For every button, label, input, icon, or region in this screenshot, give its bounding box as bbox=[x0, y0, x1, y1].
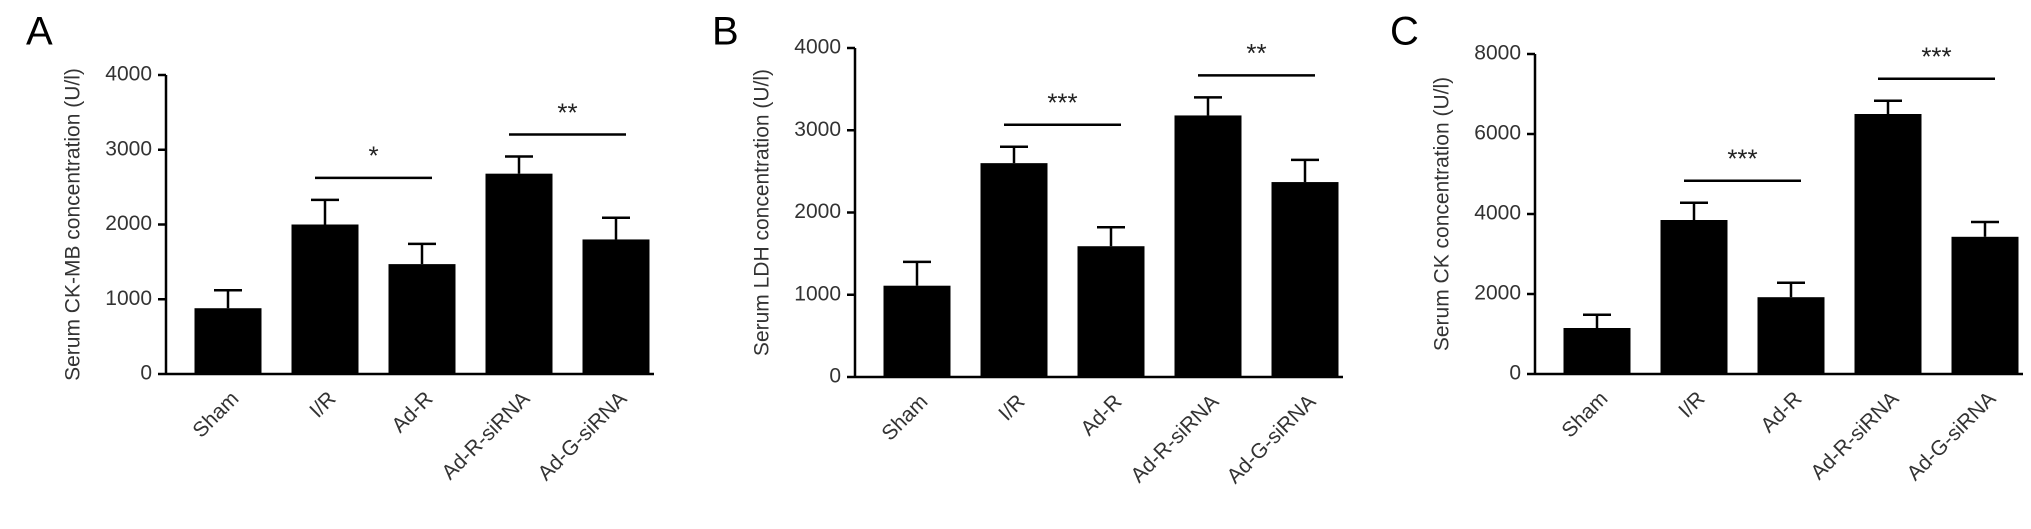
bar bbox=[291, 224, 359, 374]
y-tick-label: 2000 bbox=[1474, 282, 1521, 305]
x-tick-label: I/R bbox=[994, 390, 1029, 425]
y-tick-label: 0 bbox=[829, 365, 841, 388]
y-tick-label: 0 bbox=[140, 362, 152, 385]
bar bbox=[883, 285, 951, 377]
y-tick-label: 2000 bbox=[794, 200, 841, 223]
bar bbox=[388, 264, 456, 374]
y-tick-label: 1000 bbox=[105, 287, 152, 310]
significance-label: *** bbox=[1921, 42, 1951, 72]
bar bbox=[1660, 220, 1728, 374]
y-tick-label: 4000 bbox=[105, 63, 152, 86]
bar bbox=[1174, 115, 1242, 377]
y-tick-label: 1000 bbox=[794, 282, 841, 305]
bar bbox=[1563, 328, 1631, 374]
y-axis-title: Serum CK-MB concentration (U/l) bbox=[62, 68, 85, 381]
bar bbox=[1757, 297, 1825, 374]
bar bbox=[1077, 246, 1145, 377]
bar bbox=[194, 308, 262, 374]
bar bbox=[1854, 114, 1922, 374]
significance-label: * bbox=[368, 141, 378, 171]
y-tick-label: 6000 bbox=[1474, 122, 1521, 145]
y-tick-label: 3000 bbox=[794, 118, 841, 141]
x-tick-label: Sham bbox=[1557, 387, 1612, 442]
y-tick-label: 2000 bbox=[105, 212, 152, 235]
bar bbox=[1951, 236, 2019, 374]
x-tick-label: Ad-G-siRNA bbox=[1223, 390, 1321, 488]
x-tick-label: Ad-R-siRNA bbox=[1806, 387, 1903, 484]
y-axis-title: Serum CK concentration (U/l) bbox=[1431, 77, 1454, 351]
y-tick-label: 4000 bbox=[794, 36, 841, 59]
panel-label: C bbox=[1390, 10, 1419, 54]
bar bbox=[582, 239, 650, 374]
bar bbox=[485, 173, 553, 374]
significance-label: *** bbox=[1047, 88, 1077, 118]
panel-label: A bbox=[26, 10, 53, 54]
x-tick-label: I/R bbox=[1674, 387, 1709, 422]
y-tick-label: 0 bbox=[1509, 362, 1521, 385]
x-tick-label: I/R bbox=[305, 387, 340, 422]
x-tick-label: Ad-R-siRNA bbox=[437, 387, 534, 484]
x-tick-label: Sham bbox=[188, 387, 243, 442]
significance-label: *** bbox=[1727, 144, 1757, 174]
y-tick-label: 3000 bbox=[105, 137, 152, 160]
x-tick-label: Ad-R-siRNA bbox=[1126, 390, 1223, 487]
y-tick-label: 4000 bbox=[1474, 202, 1521, 225]
x-tick-label: Ad-G-siRNA bbox=[534, 387, 632, 485]
significance-label: ** bbox=[1246, 38, 1266, 68]
x-tick-label: Ad-R bbox=[1076, 390, 1126, 440]
x-tick-label: Ad-G-siRNA bbox=[1903, 387, 2001, 485]
bar bbox=[980, 163, 1048, 377]
y-axis-title: Serum LDH concentration (U/l) bbox=[751, 69, 774, 356]
panel-label: B bbox=[712, 10, 739, 54]
significance-label: ** bbox=[557, 97, 577, 127]
x-tick-label: Ad-R bbox=[1756, 387, 1806, 437]
y-tick-label: 8000 bbox=[1474, 42, 1521, 65]
bar bbox=[1271, 182, 1339, 377]
x-tick-label: Ad-R bbox=[387, 387, 437, 437]
x-tick-label: Sham bbox=[877, 390, 932, 445]
